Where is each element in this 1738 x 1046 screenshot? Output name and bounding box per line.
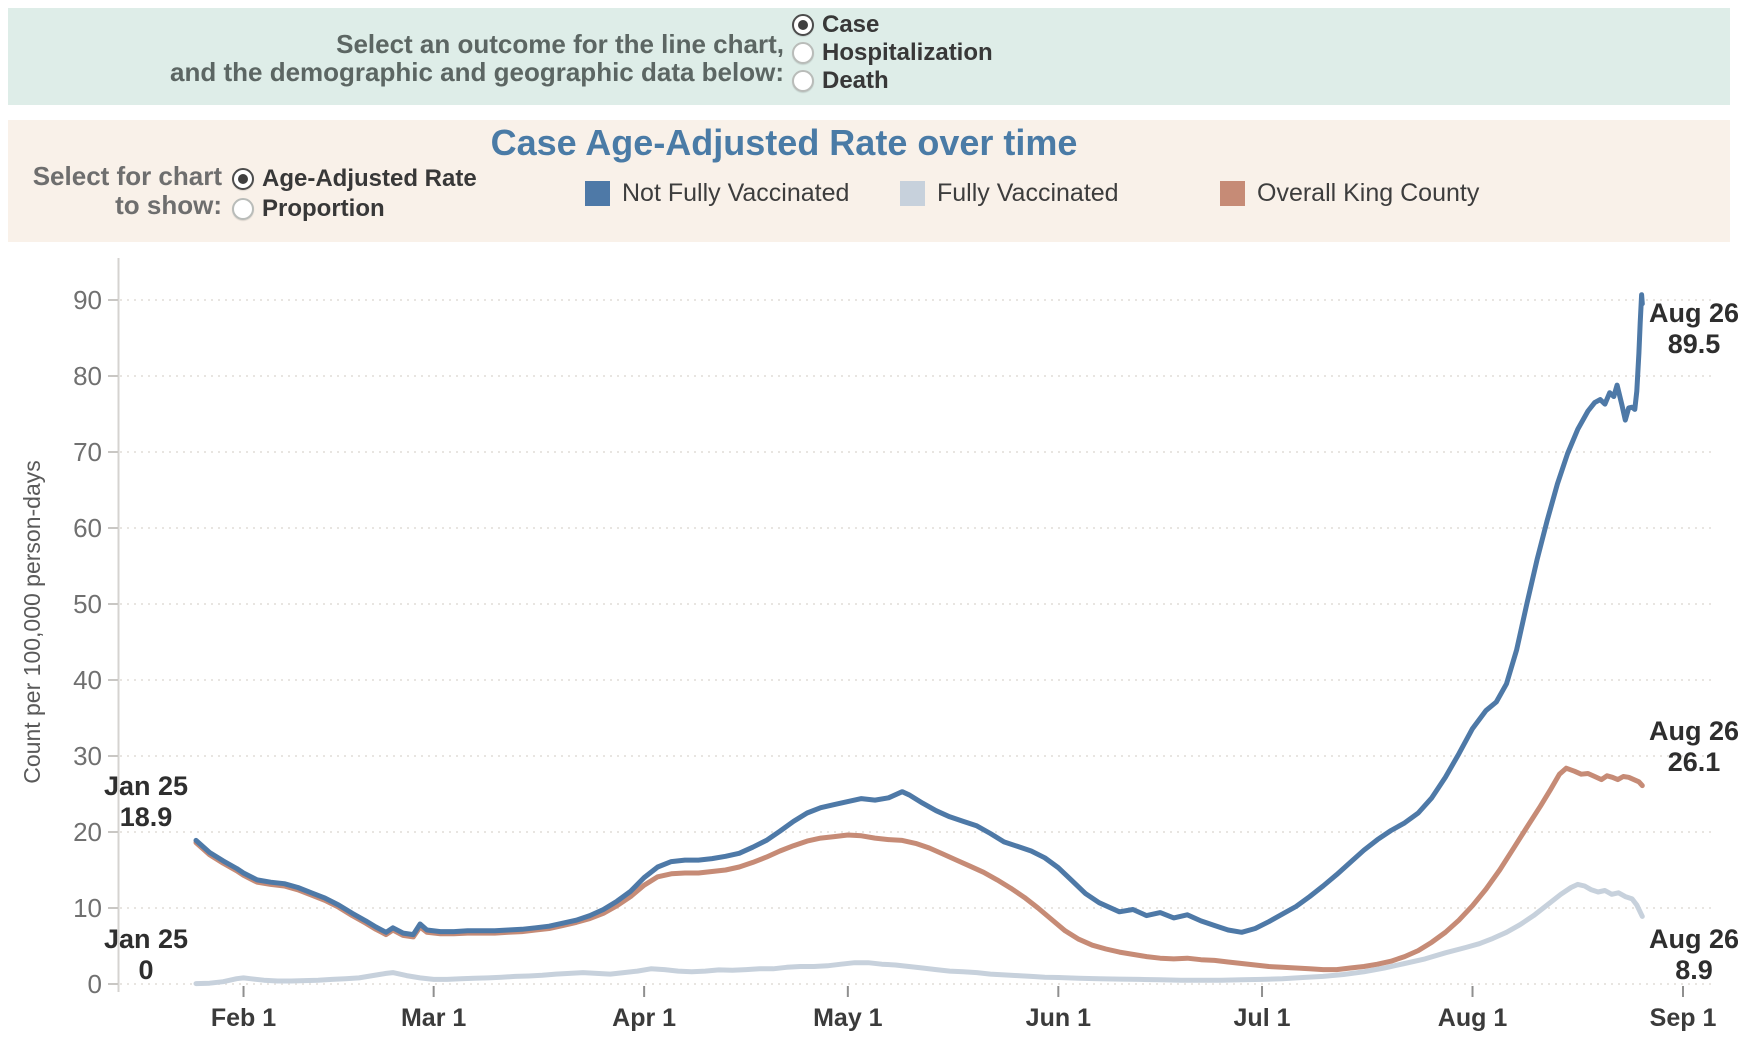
legend-label-fully-vaccinated: Fully Vaccinated (937, 178, 1119, 207)
x-tick-label-jun-1: Jun 1 (1026, 1004, 1091, 1032)
radio-proportion[interactable]: Proportion (232, 194, 477, 224)
metric-prompt-line1: Select for chart (32, 161, 222, 191)
y-tick-label-30: 30 (73, 741, 102, 771)
x-tick-label-aug-1: Aug 1 (1438, 1004, 1508, 1032)
radio-label-proportion: Proportion (262, 195, 385, 222)
y-axis-title: Count per 100,000 person-days (19, 460, 45, 784)
annotation-salmon-end-value: 26.1 (1668, 747, 1721, 777)
annotation-gray-end-value: 8.9 (1675, 955, 1713, 985)
outcome-prompt-line2: and the demographic and geographic data … (170, 57, 784, 87)
radio-death[interactable]: Death (792, 67, 993, 95)
chart-header-bar: Case Age-Adjusted Rate over time Select … (8, 120, 1730, 242)
y-tick-label-90: 90 (73, 285, 102, 315)
radio-hospitalization[interactable]: Hospitalization (792, 39, 993, 67)
outcome-selector-bar: Select an outcome for the line chart, an… (8, 8, 1730, 105)
y-tick-label-60: 60 (73, 513, 102, 543)
metric-prompt-line2: to show: (115, 190, 222, 220)
radio-case[interactable]: Case (792, 11, 993, 39)
radio-button-age-adjusted-rate[interactable] (232, 168, 254, 190)
radio-button-proportion[interactable] (232, 198, 254, 220)
radio-age-adjusted-rate[interactable]: Age-Adjusted Rate (232, 164, 477, 194)
legend-swatch-not-fully-vaccinated (585, 180, 610, 206)
y-axis-ticks: 0 10 20 30 40 50 60 70 80 90 (73, 285, 118, 999)
legend-swatch-overall-king-county (1220, 180, 1245, 206)
radio-button-hospitalization[interactable] (792, 42, 814, 64)
chart-legend: Not Fully Vaccinated Fully Vaccinated Over… (8, 120, 1730, 242)
annotation-blue-end-date: Aug 26 (1649, 298, 1738, 328)
annotation-gray-start-value: 0 (138, 955, 153, 985)
legend-item-fully-vaccinated[interactable]: Fully Vaccinated (900, 178, 1119, 208)
series-line-fully-vaccinated[interactable] (193, 881, 1645, 987)
x-tick-label-mar-1: Mar 1 (401, 1004, 466, 1032)
outcome-radio-group: Case Hospitalization Death (792, 11, 993, 95)
page-title: Case Age-Adjusted Rate over time (490, 122, 1078, 163)
y-tick-label-0: 0 (88, 969, 102, 999)
radio-label-age-adjusted-rate: Age-Adjusted Rate (262, 165, 477, 192)
annotation-gray-start-date: Jan 25 (104, 924, 188, 954)
radio-label-death: Death (822, 67, 889, 94)
x-tick-label-sep-1: Sep 1 (1650, 1004, 1717, 1032)
x-axis-ticks: Feb 1 Mar 1 Apr 1 May 1 Jun 1 Jul 1 Aug 1 Sep 1 (211, 986, 1717, 1032)
legend-label-overall-king-county: Overall King County (1257, 178, 1480, 207)
series-lines (193, 292, 1645, 987)
radio-label-case: Case (822, 11, 880, 38)
annotation-blue-start-value: 18.9 (120, 802, 173, 832)
y-tick-label-10: 10 (73, 893, 102, 923)
radio-button-death[interactable] (792, 70, 814, 92)
radio-label-hospitalization: Hospitalization (822, 39, 993, 66)
radio-button-case[interactable] (792, 14, 814, 36)
metric-prompt: Select for chart to show: (8, 162, 222, 220)
y-tick-label-40: 40 (73, 665, 102, 695)
metric-radio-group: Age-Adjusted Rate Proportion (232, 164, 477, 224)
legend-item-overall-king-county[interactable]: Overall King County (1220, 178, 1479, 208)
x-tick-label-may-1: May 1 (813, 1004, 883, 1032)
legend-item-not-fully-vaccinated[interactable]: Not Fully Vaccinated (585, 178, 849, 208)
series-line-not-fully-vaccinated[interactable] (193, 292, 1645, 938)
annotation-blue-start-date: Jan 25 (104, 771, 188, 801)
outcome-prompt-line1: Select an outcome for the line chart, (336, 29, 784, 59)
y-tick-label-20: 20 (73, 817, 102, 847)
y-tick-label-80: 80 (73, 361, 102, 391)
y-tick-label-50: 50 (73, 589, 102, 619)
legend-swatch-fully-vaccinated (900, 180, 925, 206)
annotation-gray-end-date: Aug 26 (1649, 924, 1738, 954)
y-tick-label-70: 70 (73, 437, 102, 467)
annotation-salmon-end-date: Aug 26 (1649, 716, 1738, 746)
x-tick-label-apr-1: Apr 1 (612, 1004, 676, 1032)
outcome-prompt: Select an outcome for the line chart, an… (8, 30, 784, 86)
x-tick-label-jul-1: Jul 1 (1234, 1004, 1291, 1032)
legend-label-not-fully-vaccinated: Not Fully Vaccinated (622, 178, 850, 207)
x-tick-label-feb-1: Feb 1 (211, 1004, 276, 1032)
gridlines (120, 299, 1716, 985)
annotation-blue-end-value: 89.5 (1668, 329, 1721, 359)
